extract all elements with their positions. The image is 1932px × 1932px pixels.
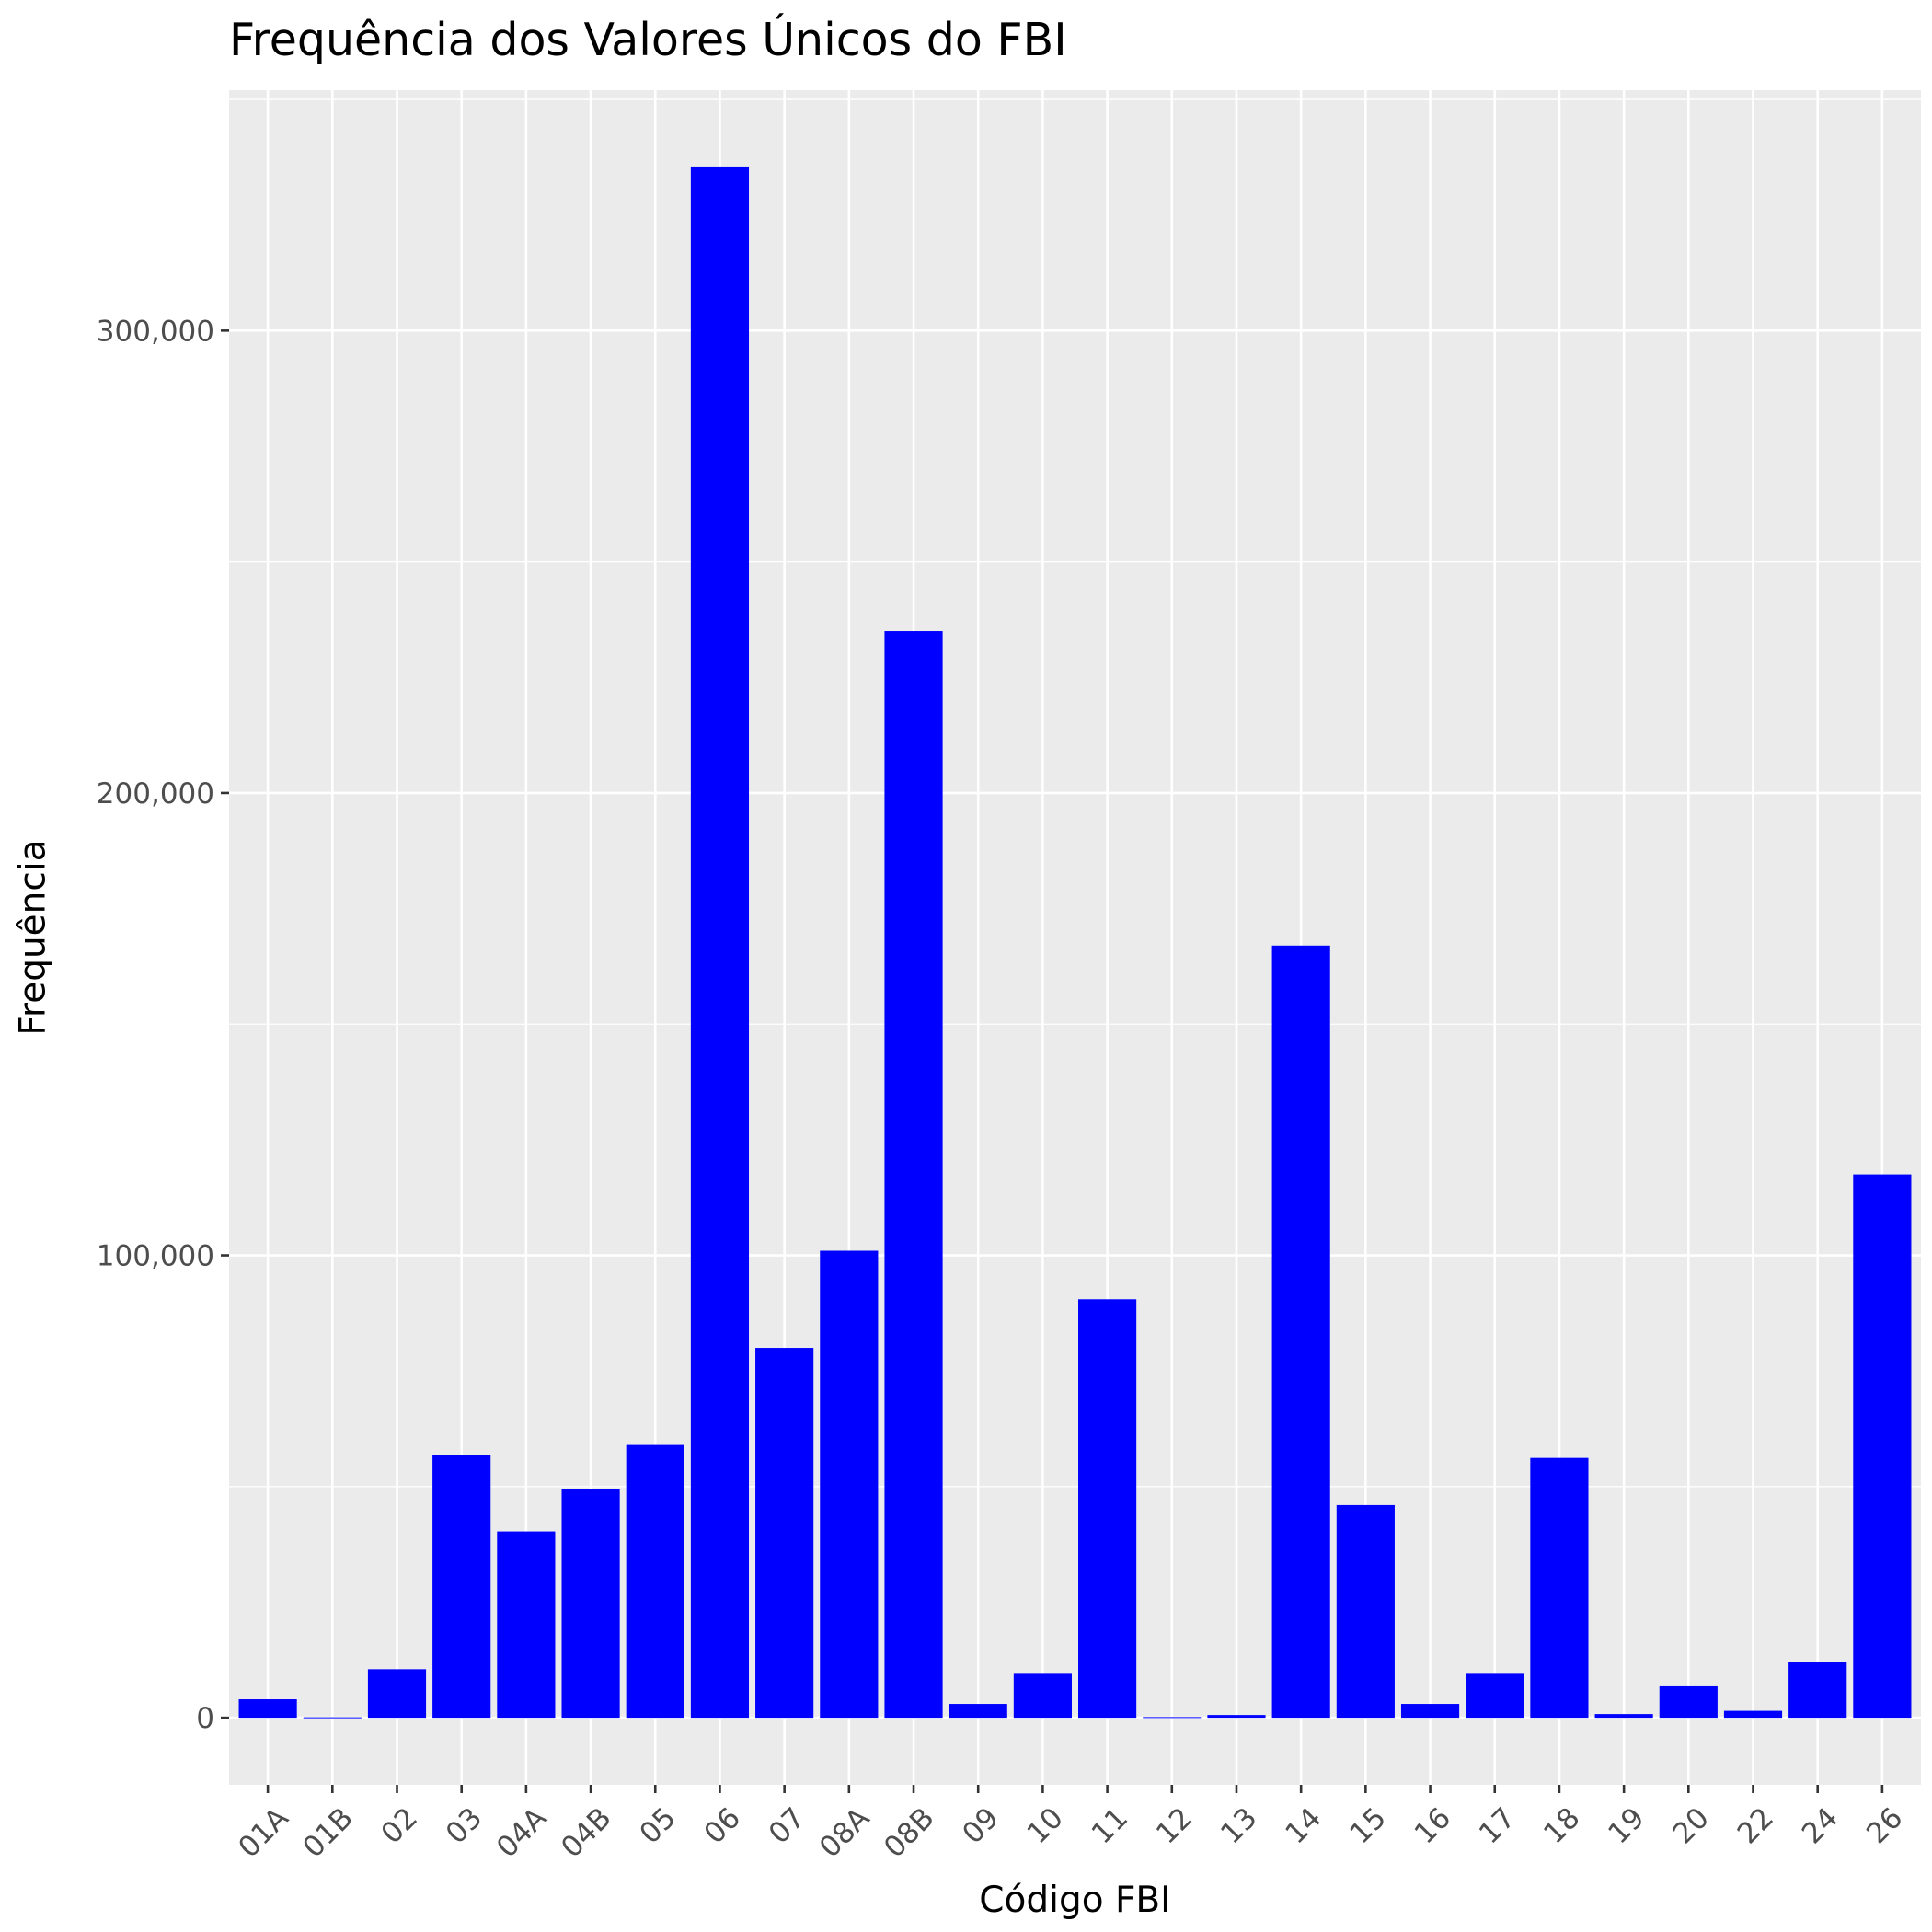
bar-04B: [561, 1489, 620, 1719]
bar-11: [1078, 1299, 1137, 1719]
bar-19: [1594, 1714, 1653, 1719]
bar-05: [626, 1444, 684, 1719]
y-tick-label: 0: [196, 1702, 214, 1735]
bar-16: [1400, 1704, 1460, 1719]
bar-09: [949, 1704, 1007, 1719]
bar-01A: [238, 1699, 297, 1719]
minor-gridlines: [229, 98, 1921, 1488]
y-axis: 0 100,000 200,000 300,000: [97, 315, 229, 1735]
x-axis-title: Código FBI: [979, 1880, 1170, 1921]
y-axis-title: Frequência: [13, 839, 54, 1035]
bar-12: [1143, 1717, 1202, 1719]
bar-02: [367, 1669, 427, 1719]
bar-20: [1659, 1685, 1718, 1719]
plot-panel: [229, 90, 1921, 1785]
bar-03: [432, 1455, 491, 1719]
bar-17: [1466, 1673, 1524, 1719]
bar-15: [1336, 1504, 1395, 1719]
y-tick-label: 100,000: [97, 1240, 214, 1273]
bar-18: [1530, 1457, 1589, 1719]
y-tick-label: 200,000: [97, 777, 214, 811]
bar-04A: [497, 1531, 556, 1719]
bar-08A: [820, 1250, 879, 1719]
bar-24: [1788, 1662, 1847, 1719]
chart-title: Frequência dos Valores Únicos do FBI: [229, 12, 1067, 66]
bar-01B: [303, 1717, 362, 1719]
bar-07: [755, 1348, 814, 1719]
bar-08B: [884, 631, 943, 1719]
y-tick-label: 300,000: [97, 315, 214, 348]
bar-06: [690, 166, 750, 1719]
bar-14: [1271, 945, 1330, 1719]
bar-22: [1723, 1710, 1783, 1719]
bar-series: [238, 166, 1912, 1719]
bar-13: [1207, 1715, 1266, 1719]
bar-10: [1013, 1673, 1072, 1719]
bar-26: [1853, 1174, 1912, 1719]
